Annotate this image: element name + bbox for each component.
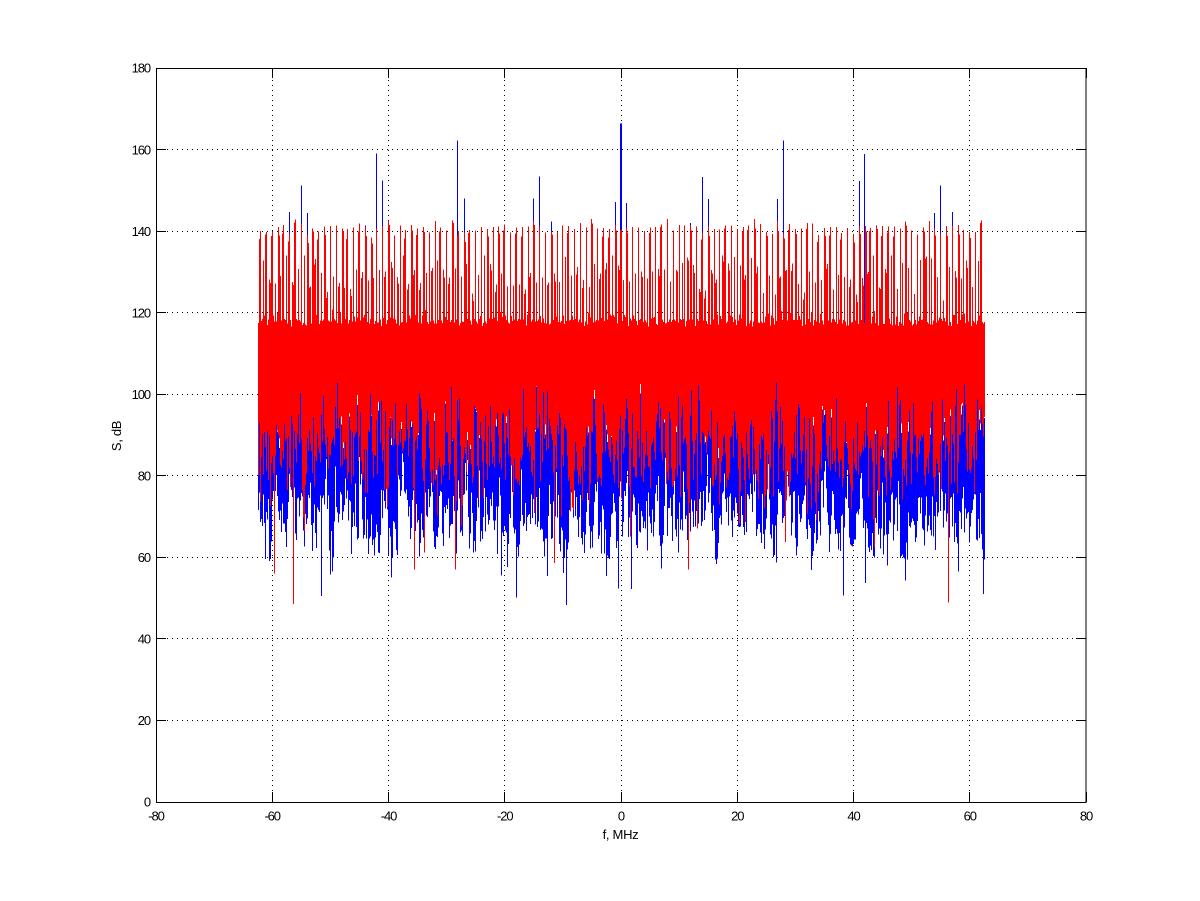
svg-text:60: 60 <box>964 809 977 824</box>
svg-text:40: 40 <box>138 632 151 647</box>
svg-text:160: 160 <box>132 142 151 157</box>
svg-text:-40: -40 <box>381 809 397 824</box>
svg-text:20: 20 <box>731 809 744 824</box>
svg-text:120: 120 <box>132 305 151 320</box>
svg-text:0: 0 <box>144 795 151 810</box>
svg-text:20: 20 <box>138 713 151 728</box>
svg-text:60: 60 <box>138 550 151 565</box>
svg-text:180: 180 <box>132 61 151 76</box>
svg-text:S, dB: S, dB <box>109 421 124 451</box>
svg-text:80: 80 <box>138 469 151 484</box>
svg-text:-60: -60 <box>264 809 280 824</box>
svg-text:140: 140 <box>132 224 151 239</box>
svg-text:100: 100 <box>132 387 151 402</box>
svg-text:-80: -80 <box>148 809 164 824</box>
svg-text:40: 40 <box>847 809 860 824</box>
svg-text:f, MHz: f, MHz <box>603 827 639 842</box>
svg-text:-20: -20 <box>497 809 513 824</box>
svg-text:0: 0 <box>618 809 625 824</box>
svg-text:80: 80 <box>1080 809 1093 824</box>
